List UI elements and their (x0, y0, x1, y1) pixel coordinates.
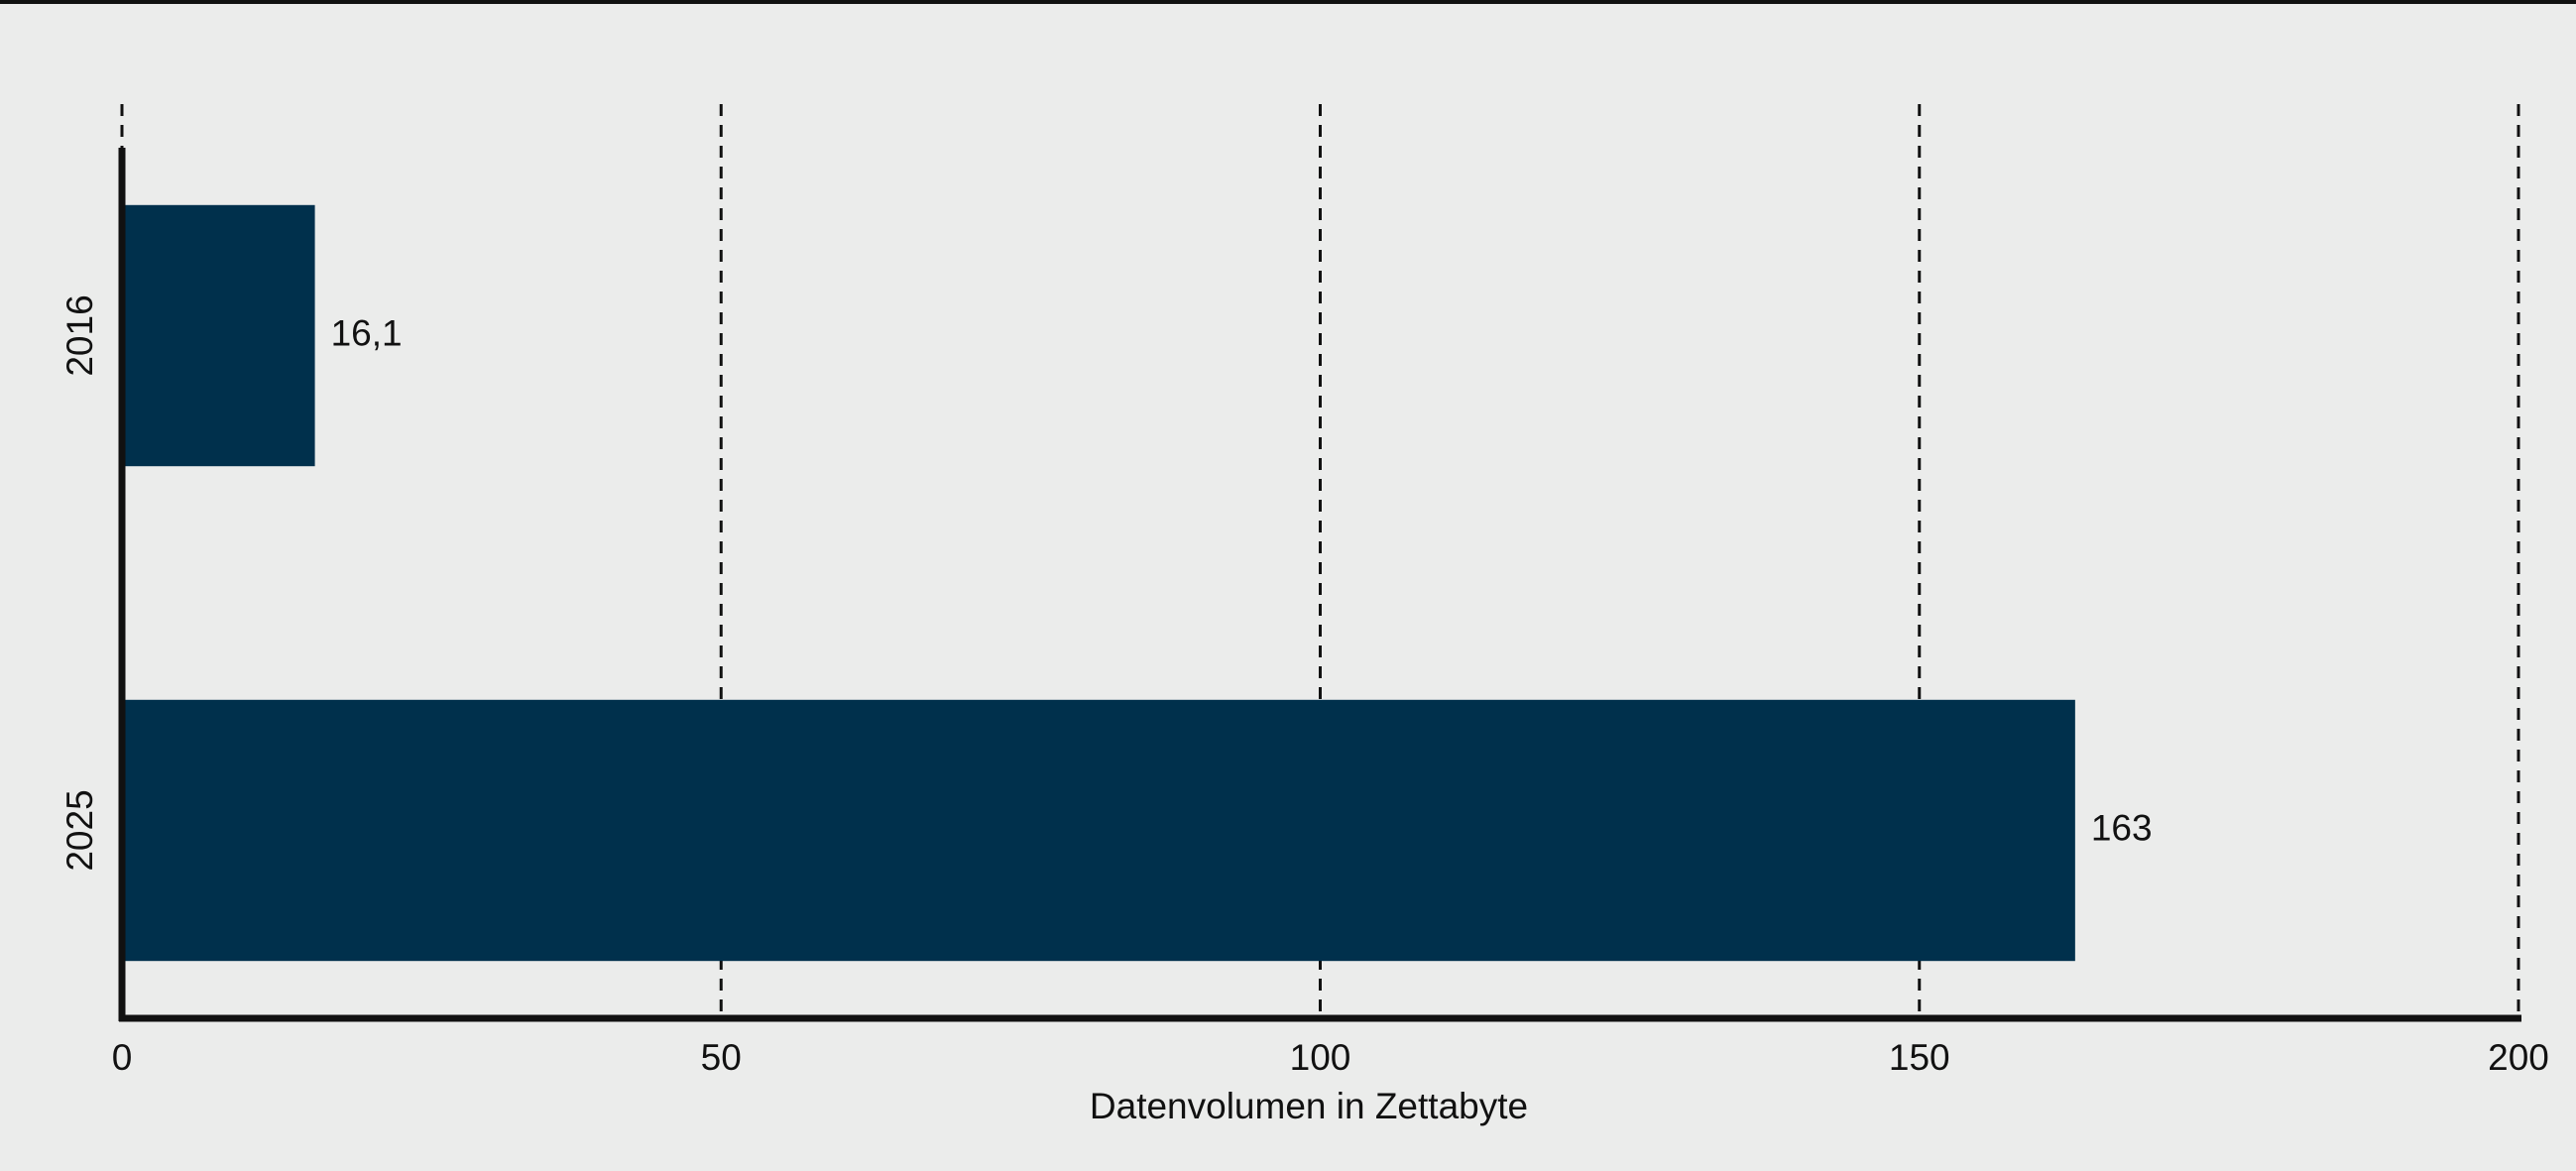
top-border (0, 0, 2576, 4)
x-tick-label: 100 (1290, 1037, 1351, 1078)
bar (122, 699, 2075, 962)
value-label: 163 (2091, 807, 2153, 848)
x-tick-label: 0 (112, 1037, 133, 1078)
x-tick-label: 150 (1889, 1037, 1950, 1078)
x-axis-title: Datenvolumen in Zettabyte (1090, 1086, 1528, 1126)
bar (122, 204, 315, 467)
value-label: 16,1 (331, 312, 403, 353)
x-tick-label: 50 (701, 1037, 742, 1078)
y-tick-label: 2025 (59, 789, 100, 871)
x-tick-label: 200 (2488, 1037, 2549, 1078)
y-tick-label: 2016 (59, 294, 100, 376)
